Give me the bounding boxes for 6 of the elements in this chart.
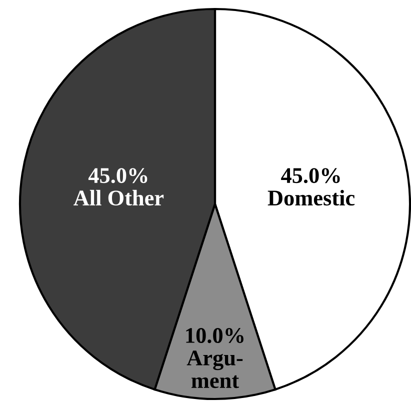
data-label: 45.0% [88, 168, 148, 184]
slice-label: Domestic [268, 190, 355, 206]
slice-label: All Other [74, 190, 164, 206]
slice-label: Argu- ment [186, 350, 243, 388]
data-label: 45.0% [281, 168, 340, 184]
data-label: 10.0% [186, 328, 244, 344]
